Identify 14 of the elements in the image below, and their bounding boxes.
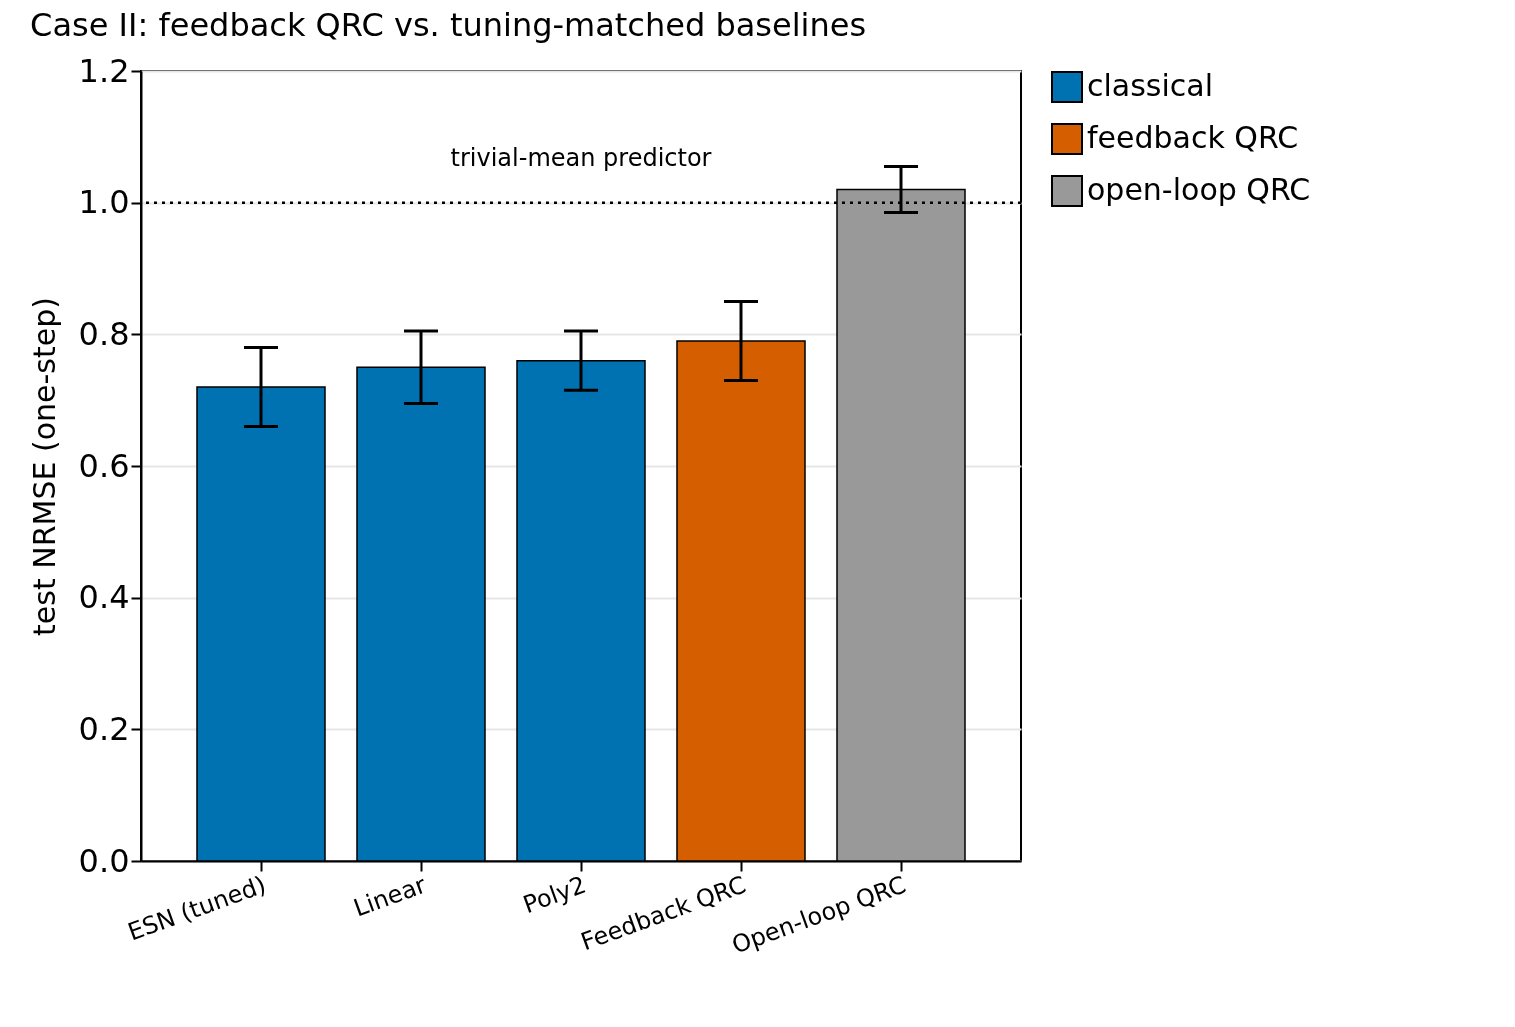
ref-line-label: trivial-mean predictor [450, 143, 712, 172]
legend-label: classical [1087, 68, 1214, 103]
chart-title: Case II: feedback QRC vs. tuning-matched baselines [30, 6, 867, 44]
y-tick-label: 0.0 [78, 841, 130, 880]
y-tick-label: 0.6 [78, 446, 130, 485]
y-tick-label: 0.8 [78, 314, 130, 353]
x-tick-label: Linear [349, 870, 430, 923]
y-tick-label: 0.2 [78, 709, 130, 748]
legend-label: open-loop QRC [1087, 172, 1311, 207]
y-axis-title: test NRMSE (one-step) [26, 297, 62, 636]
y-tick-label: 0.4 [78, 578, 130, 617]
y-tick-label: 1.0 [78, 183, 130, 222]
y-tick-label: 1.2 [78, 51, 130, 90]
legend-label: feedback QRC [1087, 120, 1299, 155]
